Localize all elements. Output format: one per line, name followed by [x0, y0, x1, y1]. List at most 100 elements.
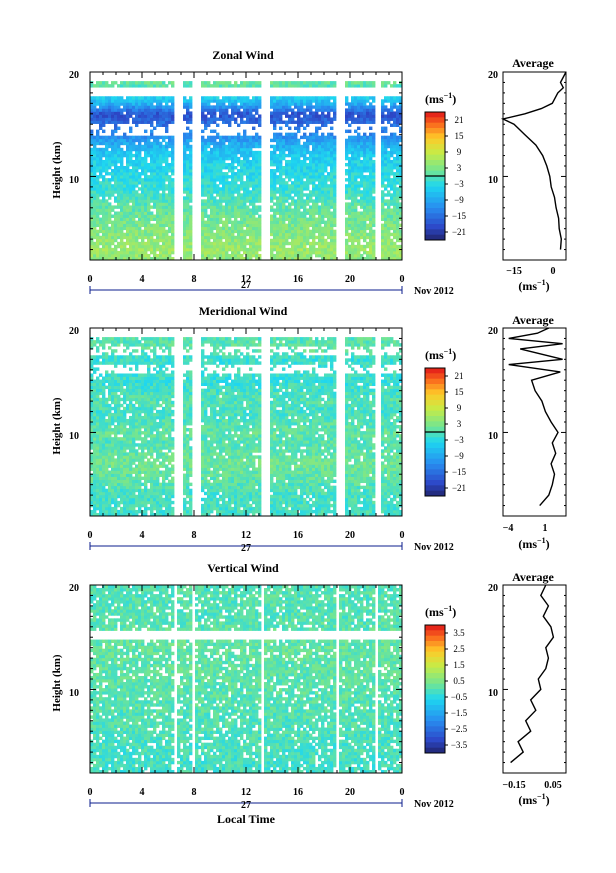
heatmap-cell [171, 187, 175, 191]
heatmap-cell [147, 193, 151, 197]
heatmap-cell [303, 162, 307, 167]
heatmap-cell [153, 232, 157, 237]
heatmap-cell [222, 214, 226, 218]
heatmap-cell [144, 208, 148, 212]
heatmap-cell [108, 503, 112, 508]
heatmap-cell [357, 244, 361, 249]
heatmap-cell [330, 156, 334, 161]
heatmap-cell [372, 108, 376, 112]
heatmap-cell [114, 138, 118, 143]
heatmap-cell [147, 150, 151, 155]
heatmap-cell [351, 108, 355, 112]
heatmap-cell [231, 184, 235, 188]
heatmap-cell [393, 235, 397, 240]
heatmap-cell [276, 108, 280, 112]
heatmap-cell [303, 244, 307, 249]
heatmap-cell [156, 223, 160, 228]
heatmap-cell [228, 241, 232, 246]
heatmap-cell [117, 229, 121, 234]
heatmap-cell [369, 235, 373, 240]
heatmap-cell [252, 150, 256, 155]
heatmap-cell [117, 96, 121, 100]
heatmap-cell [141, 223, 145, 228]
heatmap-cell [330, 159, 334, 164]
heatmap-cell [252, 117, 256, 121]
heatmap-cell [102, 379, 106, 383]
heatmap-cell [108, 256, 112, 261]
heatmap-cell [183, 235, 187, 240]
heatmap-cell [102, 175, 106, 179]
heatmap-cell [369, 138, 373, 143]
heatmap-cell [93, 491, 97, 496]
heatmap-cell [252, 102, 256, 106]
heatmap-cell [384, 208, 388, 212]
heatmap-cell [288, 211, 292, 215]
heatmap-cell [354, 208, 358, 212]
heatmap-cell [300, 162, 304, 167]
heatmap-cell [147, 153, 151, 158]
heatmap-cell [318, 141, 322, 146]
heatmap-cell [360, 150, 364, 155]
heatmap-cell [369, 184, 373, 188]
heatmap-cell [135, 81, 139, 85]
heatmap-cell [120, 135, 124, 140]
heatmap-cell [399, 162, 403, 167]
heatmap-cell [318, 193, 322, 197]
heatmap-cell [231, 232, 235, 237]
heatmap-cell [90, 232, 94, 237]
heatmap-cell [165, 150, 169, 155]
heatmap-cell [321, 81, 325, 85]
heatmap-cell [297, 190, 301, 194]
heatmap-cell [216, 99, 220, 103]
heatmap-cell [144, 217, 148, 221]
heatmap-cell [285, 105, 289, 109]
heatmap-cell [369, 211, 373, 215]
heatmap-cell [108, 244, 112, 249]
heatmap-cell [288, 132, 292, 137]
heatmap-cell [360, 147, 364, 152]
heatmap-cell [96, 361, 100, 365]
heatmap-cell [132, 81, 136, 85]
colorbar-swatch [425, 112, 445, 118]
heatmap-cell [162, 223, 166, 228]
heatmap-cell [171, 247, 175, 252]
heatmap-cell [186, 126, 190, 131]
heatmap-cell [297, 178, 301, 182]
heatmap-cell [240, 253, 244, 258]
heatmap-cell [360, 153, 364, 158]
heatmap-cell [219, 226, 223, 231]
heatmap-cell [279, 244, 283, 249]
heatmap-cell [186, 256, 190, 261]
heatmap-cell [306, 211, 310, 215]
heatmap-cell [318, 120, 322, 124]
heatmap-cell [201, 178, 205, 182]
heatmap-cell [327, 196, 331, 200]
heatmap-cell [246, 138, 250, 143]
heatmap-cell [102, 166, 106, 170]
heatmap-cell [360, 229, 364, 234]
heatmap-cell [144, 247, 148, 252]
heatmap-cell [333, 190, 337, 194]
heatmap-cell [330, 144, 334, 149]
heatmap-cell [276, 135, 280, 140]
heatmap-cell [108, 96, 112, 100]
heatmap-cell [246, 256, 250, 261]
heatmap-cell [321, 238, 325, 243]
heatmap-cell [111, 187, 115, 191]
heatmap-cell [102, 193, 106, 197]
heatmap-cell [138, 96, 142, 100]
heatmap-cell [282, 111, 286, 115]
heatmap-cell [270, 156, 274, 161]
heatmap-cell [351, 202, 355, 206]
heatmap-cell [165, 135, 169, 140]
heatmap-cell [324, 105, 328, 109]
heatmap-cell [399, 84, 403, 88]
heatmap-cell [99, 491, 103, 496]
heatmap-cell [396, 223, 400, 228]
heatmap-cell [285, 159, 289, 164]
heatmap-cell [252, 181, 256, 185]
heatmap-cell [393, 253, 397, 258]
heatmap-cell [123, 244, 127, 249]
heatmap-cell [357, 81, 361, 85]
heatmap-cell [99, 141, 103, 146]
